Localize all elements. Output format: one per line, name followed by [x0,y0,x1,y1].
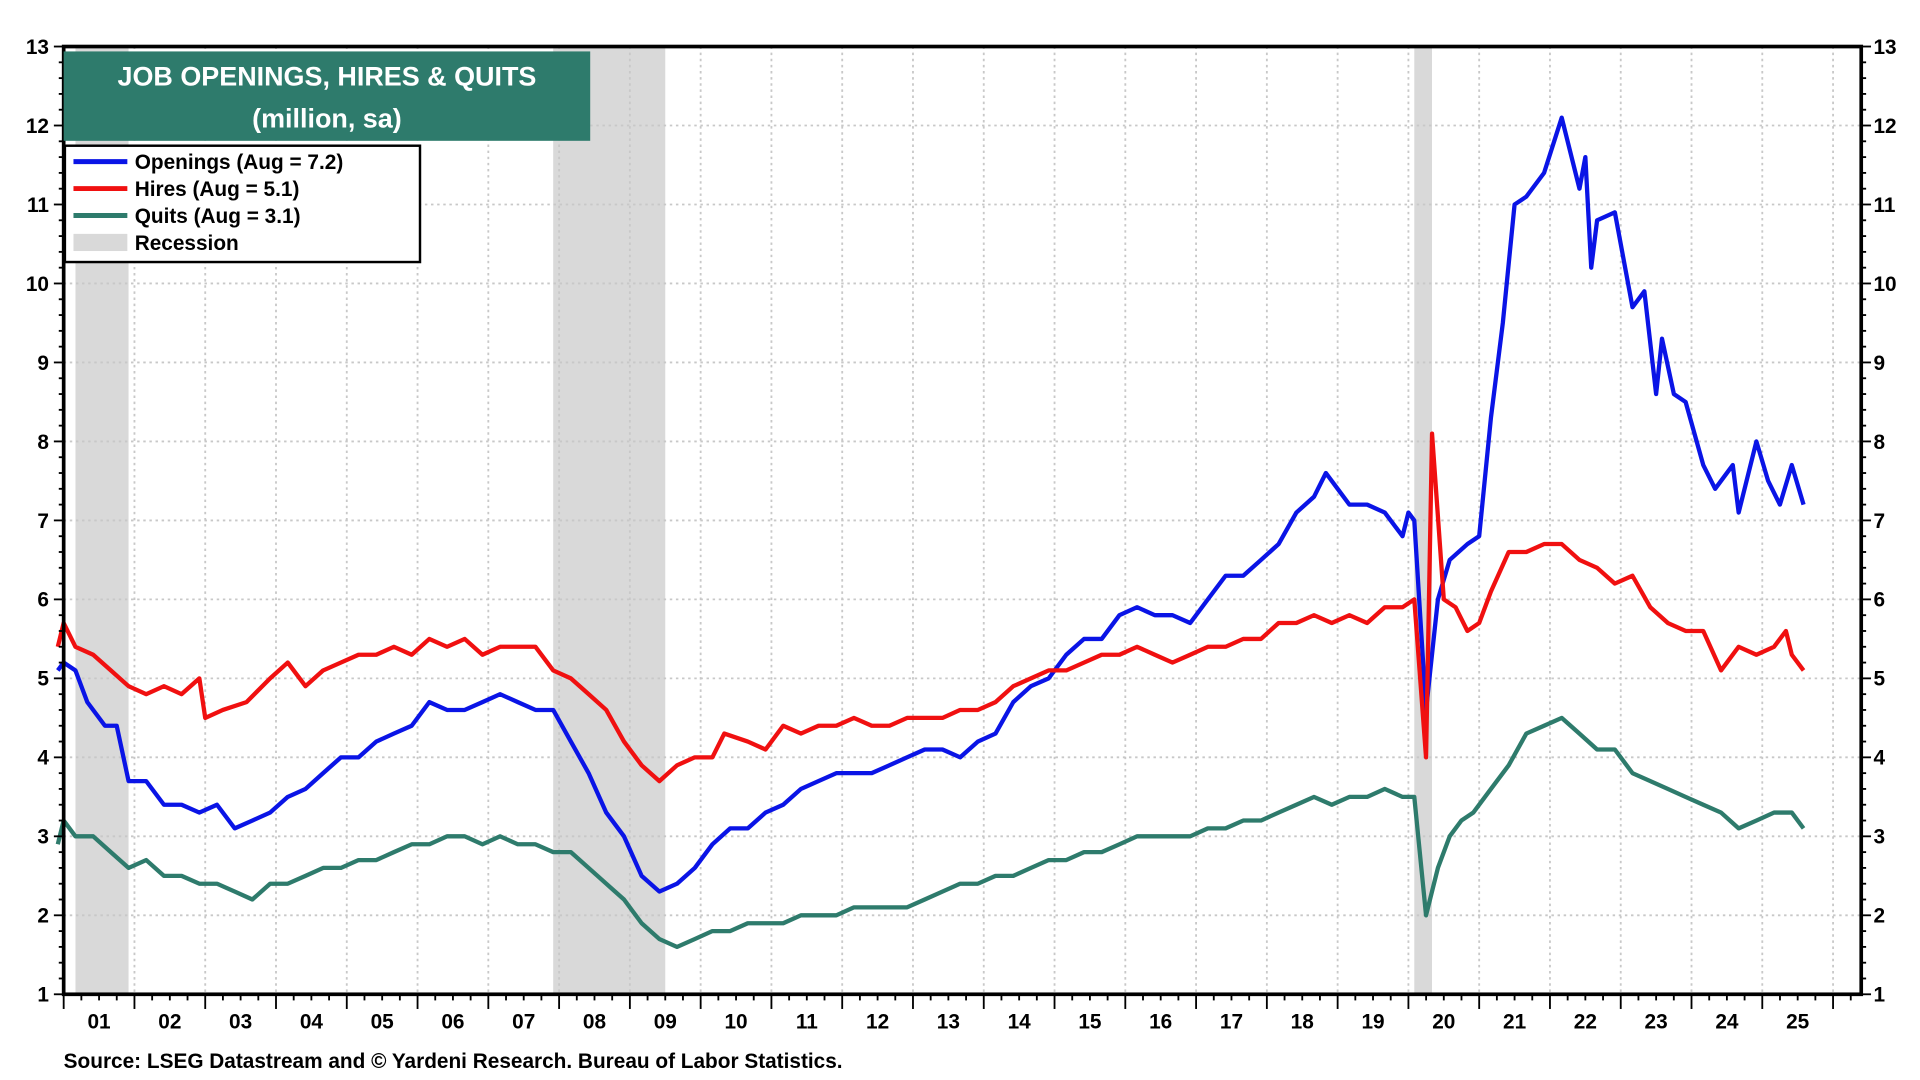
chart-subtitle: (million, sa) [252,103,402,133]
gridlines [63,46,1862,995]
y-tick-label-left: 9 [37,352,49,375]
y-tick-label-left: 13 [26,36,49,59]
legend-hires: Hires (Aug = 5.1) [135,178,300,201]
y-tick-label-right: 6 [1873,589,1885,612]
x-tick-label: 08 [583,1011,606,1034]
y-tick-label-right: 9 [1873,352,1885,375]
y-tick-label-right: 7 [1873,510,1885,533]
series-line [56,115,1806,894]
y-tick-label-right: 12 [1873,115,1896,138]
legend-openings: Openings (Aug = 7.2) [135,151,344,174]
y-tick-label-right: 2 [1873,905,1885,928]
legend: Openings (Aug = 7.2) Hires (Aug = 5.1) Q… [63,144,422,264]
x-tick-label: 19 [1361,1011,1384,1034]
y-tick-label-right: 8 [1873,431,1885,454]
y-tick-label-right: 4 [1873,747,1885,770]
legend-swatch-recession [73,233,128,252]
y-tick-label-left: 11 [27,194,49,217]
x-tick-label: 20 [1432,1011,1455,1034]
y-tick-label-left: 7 [37,510,49,533]
x-tick-label: 22 [1574,1011,1597,1034]
x-tick-label: 24 [1715,1011,1739,1034]
y-tick-label-right: 1 [1873,984,1885,1007]
x-tick-label: 03 [229,1011,252,1034]
y-tick-label-left: 3 [37,826,49,849]
y-tick-label-right: 13 [1873,36,1896,59]
x-tick-label: 07 [512,1011,535,1034]
y-tick-label-left: 8 [37,431,49,454]
x-tick-label: 12 [866,1011,889,1034]
legend-quits: Quits (Aug = 3.1) [135,205,301,228]
y-tick-label-right: 3 [1873,826,1885,849]
title-box: JOB OPENINGS, HIRES & QUITS (million, sa… [63,51,591,141]
series-line [55,715,1806,950]
legend-recession: Recession [135,232,239,255]
source-note: Source: LSEG Datastream and © Yardeni Re… [64,1050,843,1073]
series-lines [55,115,1806,950]
y-tick-label-right: 11 [1873,194,1895,217]
y-tick-label-left: 12 [26,115,49,138]
x-tick-label: 16 [1149,1011,1172,1034]
x-tick-label: 05 [371,1011,394,1034]
y-tick-label-left: 2 [37,905,49,928]
y-tick-label-left: 6 [37,589,49,612]
y-tick-label-right: 5 [1873,668,1885,691]
x-tick-label: 15 [1078,1011,1101,1034]
y-tick-label-left: 5 [37,668,49,691]
x-tick-label: 04 [300,1011,324,1034]
title-background [63,51,591,141]
x-tick-label: 18 [1291,1011,1314,1034]
x-tick-label: 10 [724,1011,747,1034]
y-tick-label-left: 1 [37,984,49,1007]
y-tick-label-left: 10 [26,273,49,296]
chart-title: JOB OPENINGS, HIRES & QUITS [118,62,537,92]
x-tick-label: 13 [937,1011,960,1034]
x-tick-label: 14 [1008,1011,1032,1034]
x-tick-label: 06 [441,1011,464,1034]
y-tick-label-right: 10 [1873,273,1896,296]
x-tick-label: 01 [87,1011,110,1034]
x-tick-label: 09 [654,1011,677,1034]
series-line [55,431,1806,784]
x-tick-label: 02 [158,1011,181,1034]
y-tick-label-left: 4 [37,747,49,770]
x-tick-label: 17 [1220,1011,1243,1034]
x-tick-label: 11 [796,1011,818,1034]
x-tick-label: 25 [1786,1011,1809,1034]
x-tick-label: 23 [1645,1011,1668,1034]
x-tick-label: 21 [1503,1011,1526,1034]
